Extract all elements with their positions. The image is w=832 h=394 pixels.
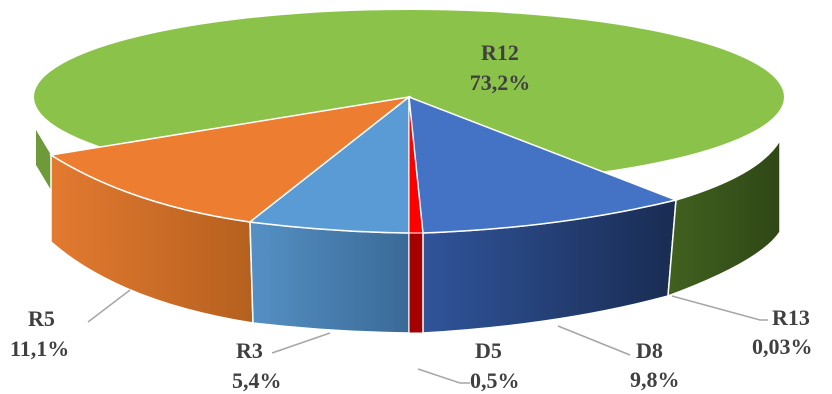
label-value-d8: 9,8% xyxy=(630,367,680,392)
leader-r3 xyxy=(271,332,331,354)
slice-side-d5 xyxy=(408,232,424,334)
label-value-r3: 5,4% xyxy=(232,368,282,393)
label-value-d5: 0,5% xyxy=(470,368,520,393)
slice-side-r12-right xyxy=(667,137,781,298)
label-name-d8: D8 xyxy=(636,338,663,363)
label-name-r3: R3 xyxy=(236,338,263,363)
leader-r5 xyxy=(87,289,131,323)
leader-r13 xyxy=(671,295,768,321)
slice-top-r5 xyxy=(48,95,412,223)
label-name-d5: D5 xyxy=(475,338,502,363)
slice-side-r3 xyxy=(249,221,410,334)
label-name-r13: R13 xyxy=(772,305,810,330)
leader-d5 xyxy=(417,368,470,384)
label-name-r5: R5 xyxy=(28,306,55,331)
slice-top-r3 xyxy=(248,95,410,234)
slice-side-r12-left xyxy=(36,130,51,190)
label-value-r13: 0,03% xyxy=(752,334,813,359)
leader-d8 xyxy=(557,325,631,356)
label-value-r12: 73,2% xyxy=(470,70,531,95)
slice-top-d8 xyxy=(408,95,679,234)
label-name-r12: R12 xyxy=(481,40,519,65)
label-value-r5: 11,1% xyxy=(10,336,69,361)
